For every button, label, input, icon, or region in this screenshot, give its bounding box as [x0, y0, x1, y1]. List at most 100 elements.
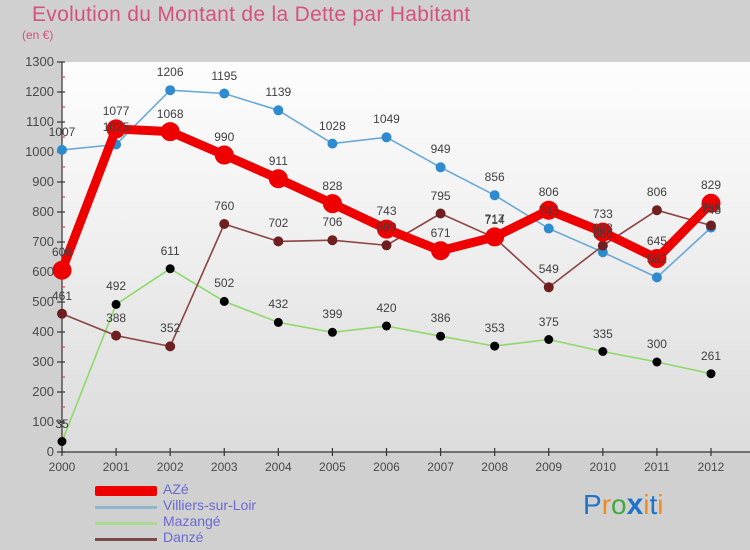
data-point-label: 806 [538, 185, 559, 200]
data-point-label: 755 [700, 200, 722, 215]
x-tick-label: 2003 [210, 460, 238, 474]
x-tick-label: 2000 [48, 460, 76, 474]
data-point-label: 461 [51, 288, 73, 303]
data-point-label: 760 [214, 199, 235, 213]
data-point-label: 748 [700, 202, 722, 217]
data-point-label: 549 [538, 262, 559, 277]
legend-label: Mazangé [163, 513, 221, 529]
data-point-label: 1007 [48, 124, 76, 139]
y-tick-label: 0 [46, 444, 54, 459]
x-tick-label: 2005 [319, 460, 346, 474]
data-point-label: 666 [592, 227, 613, 242]
data-point-label: 432 [268, 297, 289, 312]
data-point-label: 1139 [265, 85, 292, 100]
x-tick-label: 2008 [481, 460, 508, 474]
x-tick-label: 2012 [697, 460, 725, 474]
y-tick-label: 900 [32, 174, 54, 189]
logo-letter: x [626, 488, 644, 521]
chart-axes [57, 61, 750, 456]
data-point-label: 35 [55, 416, 69, 431]
data-point-label: 1077 [102, 103, 130, 118]
logo-letter: P [583, 489, 602, 520]
y-tick-label: 400 [32, 324, 54, 339]
y-tick-label: 1200 [25, 84, 54, 99]
data-point-label: 386 [430, 311, 451, 326]
legend-swatch [95, 506, 157, 509]
x-tick-label: 2011 [644, 460, 670, 474]
data-point-label: 1206 [156, 65, 184, 80]
data-point-label: 706 [322, 215, 343, 230]
chart-series [52, 85, 721, 446]
data-point-label: 502 [214, 276, 235, 291]
data-point-label: 606 [51, 245, 73, 260]
data-point-label: 492 [106, 279, 127, 294]
y-tick-label: 300 [32, 354, 54, 369]
y-tick-label: 100 [32, 414, 54, 429]
data-point-label: 949 [430, 142, 451, 157]
data-point-label: 582 [646, 252, 667, 267]
x-tick-label: 2007 [427, 460, 454, 474]
legend-swatch [95, 486, 157, 496]
legend-label: Villiers-sur-Loir [163, 497, 257, 513]
data-point-label: 743 [376, 204, 397, 219]
x-tick-label: 2009 [535, 460, 563, 474]
x-tick-label: 2006 [373, 460, 400, 474]
data-point-label: 990 [214, 130, 235, 144]
data-point-label: 1195 [211, 68, 238, 83]
y-tick-label: 1100 [26, 114, 54, 129]
logo-letter: r [601, 489, 612, 520]
legend-swatch [95, 522, 157, 525]
data-point-label: 300 [646, 337, 667, 351]
data-point-label: 399 [322, 307, 343, 322]
data-point-label: 828 [322, 178, 343, 193]
y-tick-label: 200 [32, 384, 54, 399]
data-point-label: 795 [430, 188, 451, 203]
data-point-label: 611 [160, 243, 180, 258]
data-point-label: 702 [268, 216, 289, 231]
data-point-label: 335 [592, 326, 613, 341]
x-tick-label: 2002 [156, 460, 184, 474]
y-tick-label: 500 [32, 294, 54, 309]
data-point-label: 420 [376, 301, 397, 315]
x-tick-label: 2010 [589, 460, 617, 474]
data-point-label: 645 [646, 233, 667, 248]
logo-letter: i [643, 489, 650, 520]
data-point-label: 1049 [373, 112, 400, 127]
y-tick-label: 1300 [25, 54, 54, 69]
logo-letter: i [657, 489, 664, 520]
proxiti-logo: Proxiti [583, 488, 664, 522]
chart-units-label: (en €) [22, 28, 54, 42]
data-point-label: 689 [376, 220, 397, 235]
x-tick-label: 2001 [102, 460, 130, 474]
data-point-label: 261 [700, 348, 722, 363]
y-tick-label: 700 [32, 234, 54, 249]
data-point-label: 688 [592, 220, 613, 235]
y-tick-label: 800 [32, 204, 54, 219]
legend-swatch [95, 538, 157, 541]
data-point-label: 911 [268, 153, 288, 168]
logo-letter: t [649, 489, 658, 520]
data-point-label: 1068 [156, 106, 184, 121]
y-tick-label: 600 [32, 264, 54, 279]
data-point-label: 806 [646, 185, 667, 200]
logo-letter: o [611, 489, 627, 520]
data-point-label: 388 [106, 310, 127, 325]
data-point-label: 375 [538, 314, 559, 329]
data-point-label: 745 [538, 203, 559, 218]
legend-label: AZé [163, 481, 189, 497]
data-point-label: 671 [430, 225, 451, 240]
data-point-label: 717 [484, 211, 505, 226]
legend-label: Danzé [163, 529, 204, 545]
page-title: Evolution du Montant de la Dette par Hab… [32, 3, 471, 26]
data-point-label: 352 [160, 321, 181, 336]
data-point-label: 733 [592, 207, 613, 222]
data-point-label: 353 [484, 321, 505, 336]
data-point-label: 1025 [102, 119, 130, 134]
x-tick-label: 2004 [264, 460, 292, 474]
data-point-label: 856 [484, 170, 505, 185]
data-point-label: 714 [484, 212, 505, 227]
data-point-label: 829 [700, 178, 722, 193]
y-tick-label: 1000 [25, 144, 54, 159]
